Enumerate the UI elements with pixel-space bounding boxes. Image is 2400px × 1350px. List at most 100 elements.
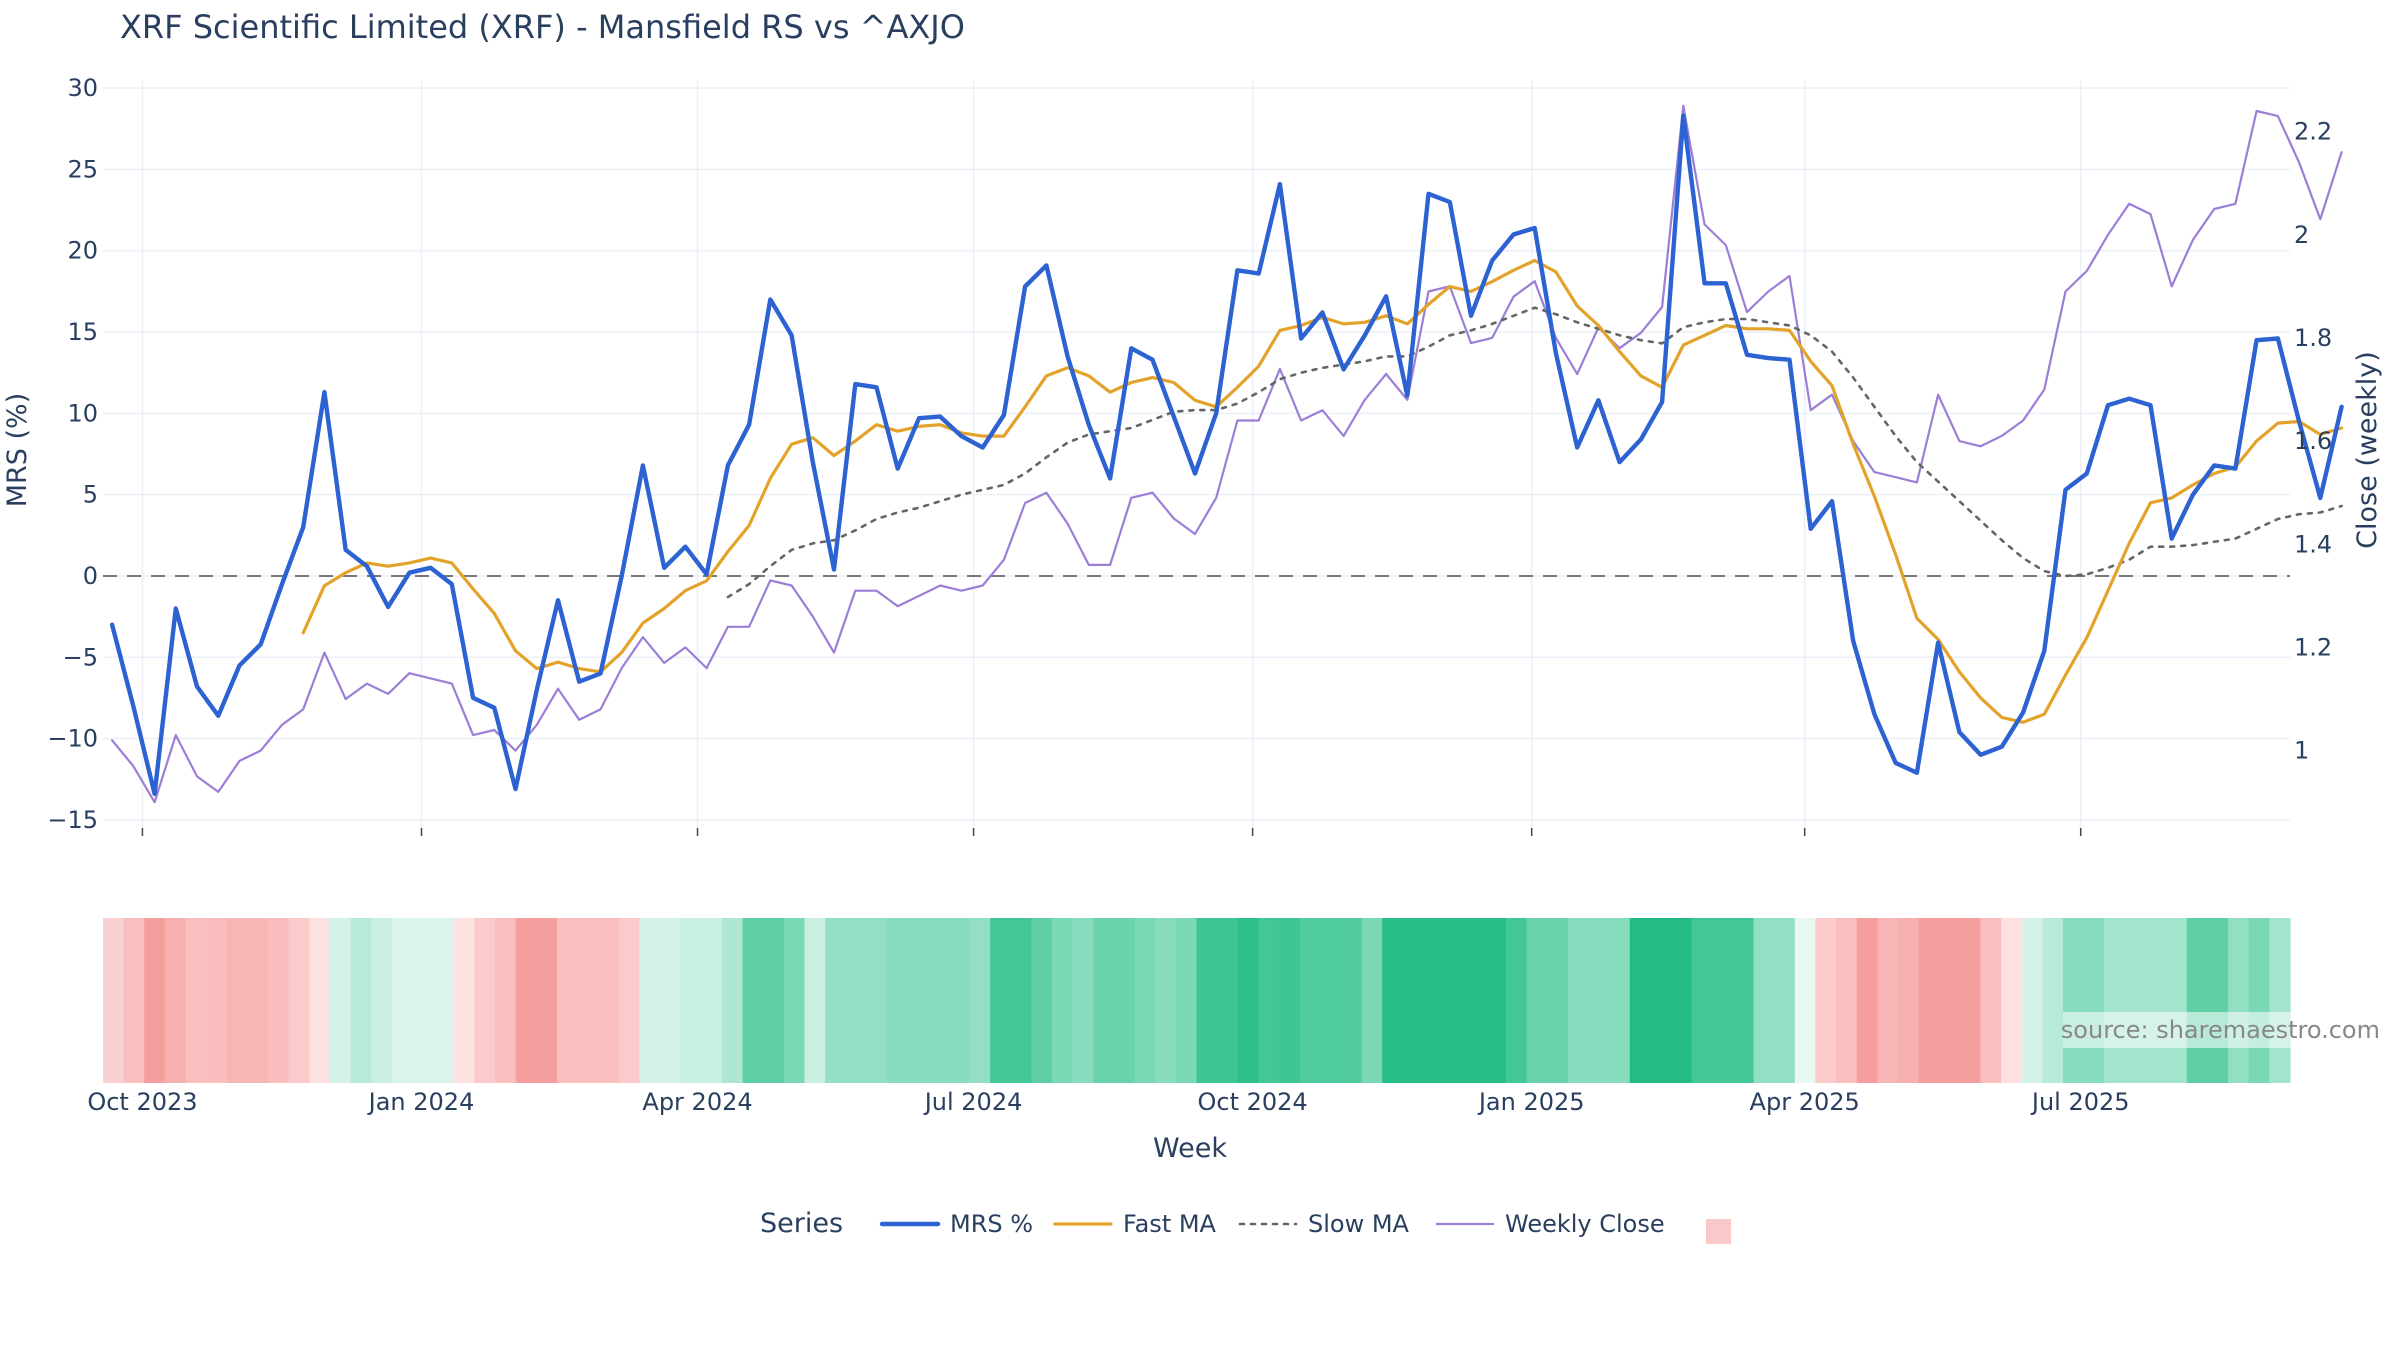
regime-cell: [1547, 918, 1569, 1083]
y-right-tick-label: 2.2: [2294, 118, 2332, 146]
regime-cell: [1918, 918, 1940, 1083]
regime-cell: [1794, 918, 1817, 1083]
regime-cell: [1609, 918, 1631, 1083]
regime-cell: [1052, 918, 1074, 1083]
regime-cell: [2021, 918, 2044, 1083]
regime-cell: [1031, 918, 1053, 1083]
regime-cell: [1526, 918, 1548, 1083]
regime-cell: [1856, 918, 1878, 1083]
regime-cell: [309, 918, 331, 1083]
regime-cell: [598, 918, 620, 1083]
y-right-tick-label: 2: [2294, 221, 2309, 249]
regime-cell: [1505, 918, 1528, 1083]
regime-strip: [103, 918, 2400, 1083]
left-axis-ticks: 30 25 20 15 10 5 0 −5 −10 −15: [47, 74, 98, 834]
regime-cell: [371, 918, 393, 1083]
regime-cell: [1402, 918, 1425, 1083]
regime-cell: [639, 918, 661, 1083]
regime-cell: [577, 918, 599, 1083]
regime-cell: [1279, 918, 1301, 1083]
regime-cell: [1691, 918, 1713, 1083]
series-group: [109, 104, 2344, 804]
regime-cell: [1629, 918, 1651, 1083]
regime-cell: [2166, 918, 2188, 1083]
regime-cell: [990, 918, 1012, 1083]
y-right-tick-label: 1.6: [2294, 427, 2332, 455]
y-left-tick-label: −15: [47, 806, 98, 834]
regime-cell: [103, 918, 125, 1083]
regime-cell: [1836, 918, 1858, 1083]
regime-cell: [2248, 918, 2270, 1083]
x-axis-ticks: Oct 2023 Jan 2024 Apr 2024 Jul 2024 Oct 2024…: [87, 1088, 2129, 1116]
regime-cell: [845, 918, 867, 1083]
regime-cell: [247, 918, 269, 1083]
x-tick-label: Apr 2024: [642, 1088, 752, 1116]
regime-cell: [1134, 918, 1156, 1083]
y-left-tick-label: 15: [67, 318, 98, 346]
regime-cell: [474, 918, 496, 1083]
x-tick-label: Oct 2024: [1198, 1088, 1308, 1116]
regime-cell: [495, 918, 517, 1083]
legend-label-mrs: MRS %: [950, 1210, 1033, 1238]
regime-cell: [1299, 918, 1321, 1083]
regime-cell: [2104, 918, 2126, 1083]
regime-cell: [887, 918, 909, 1083]
regime-cell: [721, 918, 744, 1083]
regime-cell: [412, 918, 434, 1083]
series-line-fast-ma: [301, 258, 2344, 724]
regime-cell: [948, 918, 971, 1083]
regime-cell: [1382, 918, 1404, 1083]
legend-items: MRS % Fast MA Slow MA Weekly Close: [879, 1210, 1731, 1244]
y-left-tick-label: 25: [67, 155, 98, 183]
regime-cell: [1361, 918, 1383, 1083]
y-axis-left-title: MRS (%): [2, 393, 33, 508]
regime-cell: [1815, 918, 1837, 1083]
regime-cell: [556, 918, 579, 1083]
regime-cell: [907, 918, 929, 1083]
regime-cell: [1485, 918, 1507, 1083]
regime-cell: [1464, 918, 1486, 1083]
series-line-weekly-close: [111, 104, 2343, 804]
regime-cell: [742, 918, 764, 1083]
regime-cell: [1217, 918, 1239, 1083]
y-left-tick-label: 20: [67, 237, 98, 265]
regime-cell: [1444, 918, 1466, 1083]
regime-cell: [2124, 918, 2147, 1083]
regime-cell: [123, 918, 145, 1083]
regime-cell: [2186, 918, 2209, 1083]
y-left-tick-label: −10: [47, 725, 98, 753]
legend-label-fast-ma: Fast MA: [1123, 1210, 1217, 1238]
y-left-tick-label: 5: [83, 481, 98, 509]
source-backdrop: [2063, 1012, 2400, 1048]
regime-cell: [2063, 918, 2085, 1083]
regime-cell: [825, 918, 847, 1083]
regime-cell: [2042, 918, 2064, 1083]
regime-cell: [866, 918, 888, 1083]
x-tick-label: Jul 2025: [2030, 1088, 2130, 1116]
y-right-tick-label: 1.2: [2294, 633, 2332, 661]
regime-cell: [2207, 918, 2229, 1083]
regime-cell: [1732, 918, 1755, 1083]
regime-cell: [783, 918, 806, 1083]
regime-cell: [144, 918, 166, 1083]
y-right-tick-label: 1.8: [2294, 324, 2332, 352]
y-right-tick-label: 1.4: [2294, 530, 2332, 558]
regime-cell: [2001, 918, 2023, 1083]
regime-cell: [433, 918, 455, 1083]
regime-cell: [1712, 918, 1734, 1083]
legend-label-weekly-close: Weekly Close: [1505, 1210, 1665, 1238]
regime-cell: [1196, 918, 1218, 1083]
regime-cell: [928, 918, 950, 1083]
regime-cell: [1959, 918, 1982, 1083]
regime-cell: [391, 918, 414, 1083]
y-right-tick-label: 1: [2294, 737, 2309, 765]
legend-label-slow-ma: Slow MA: [1308, 1210, 1410, 1238]
regime-cell: [226, 918, 249, 1083]
x-tick-label: Oct 2023: [87, 1088, 197, 1116]
regime-cell: [288, 918, 310, 1083]
regime-cell: [1877, 918, 1899, 1083]
y-left-tick-label: 30: [67, 74, 98, 102]
regime-cell: [1320, 918, 1342, 1083]
y-left-tick-label: −5: [63, 643, 98, 671]
